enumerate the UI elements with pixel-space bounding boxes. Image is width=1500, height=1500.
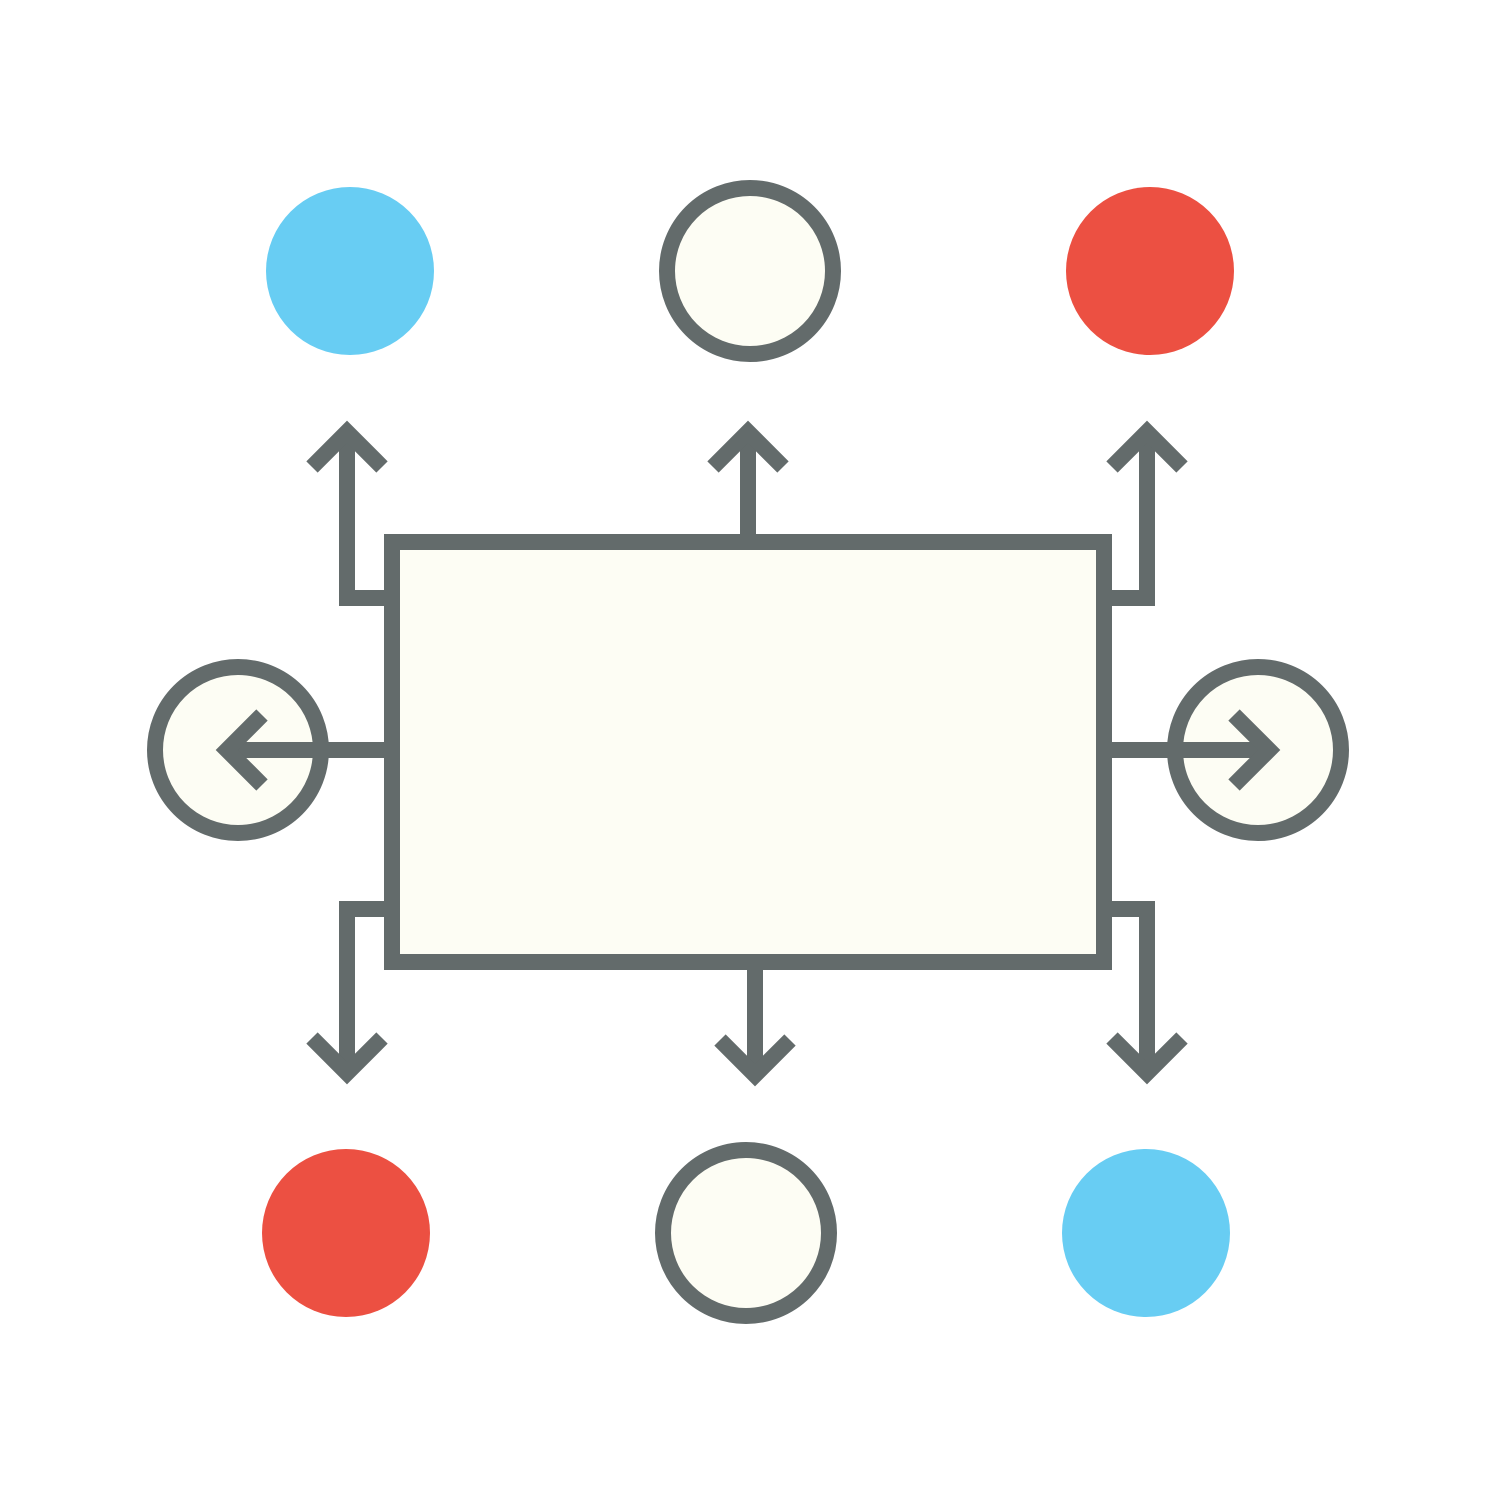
arrow-up-center [707,420,789,542]
arrow-down-center [714,962,796,1087]
arrow-up-right [1104,420,1188,606]
arrow-down-left [306,901,392,1085]
central-box [384,534,1112,970]
arrow-right [1104,709,1281,791]
bottom-right-dot [1062,1149,1230,1317]
top-right-dot [1066,187,1234,355]
arrow-left [215,709,392,791]
bottom-left-dot [262,1149,430,1317]
arrow-up-left [306,420,392,606]
top-left-dot [266,187,434,355]
arrow-down-right [1104,901,1188,1085]
bottom-center-dot [655,1142,837,1324]
top-center-dot [659,180,841,362]
